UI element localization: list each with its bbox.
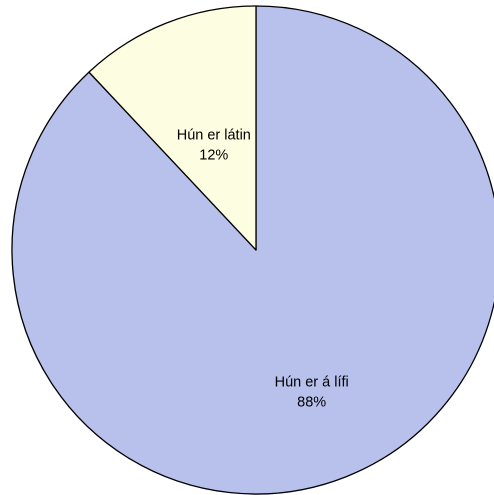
slice-label-2: Hún er látin <box>177 127 251 143</box>
pie-slice-1 <box>11 5 494 495</box>
pie-labels: Hún er á lífi 88% Hún er látin 12% <box>177 127 349 410</box>
pie-slice-2 <box>88 5 257 251</box>
slice-label-1: Hún er á lífi <box>275 375 349 391</box>
slice-percent-label-2: 12% <box>199 147 228 163</box>
slice-percent-label-1: 88% <box>297 395 326 411</box>
pie-slices <box>11 5 494 495</box>
